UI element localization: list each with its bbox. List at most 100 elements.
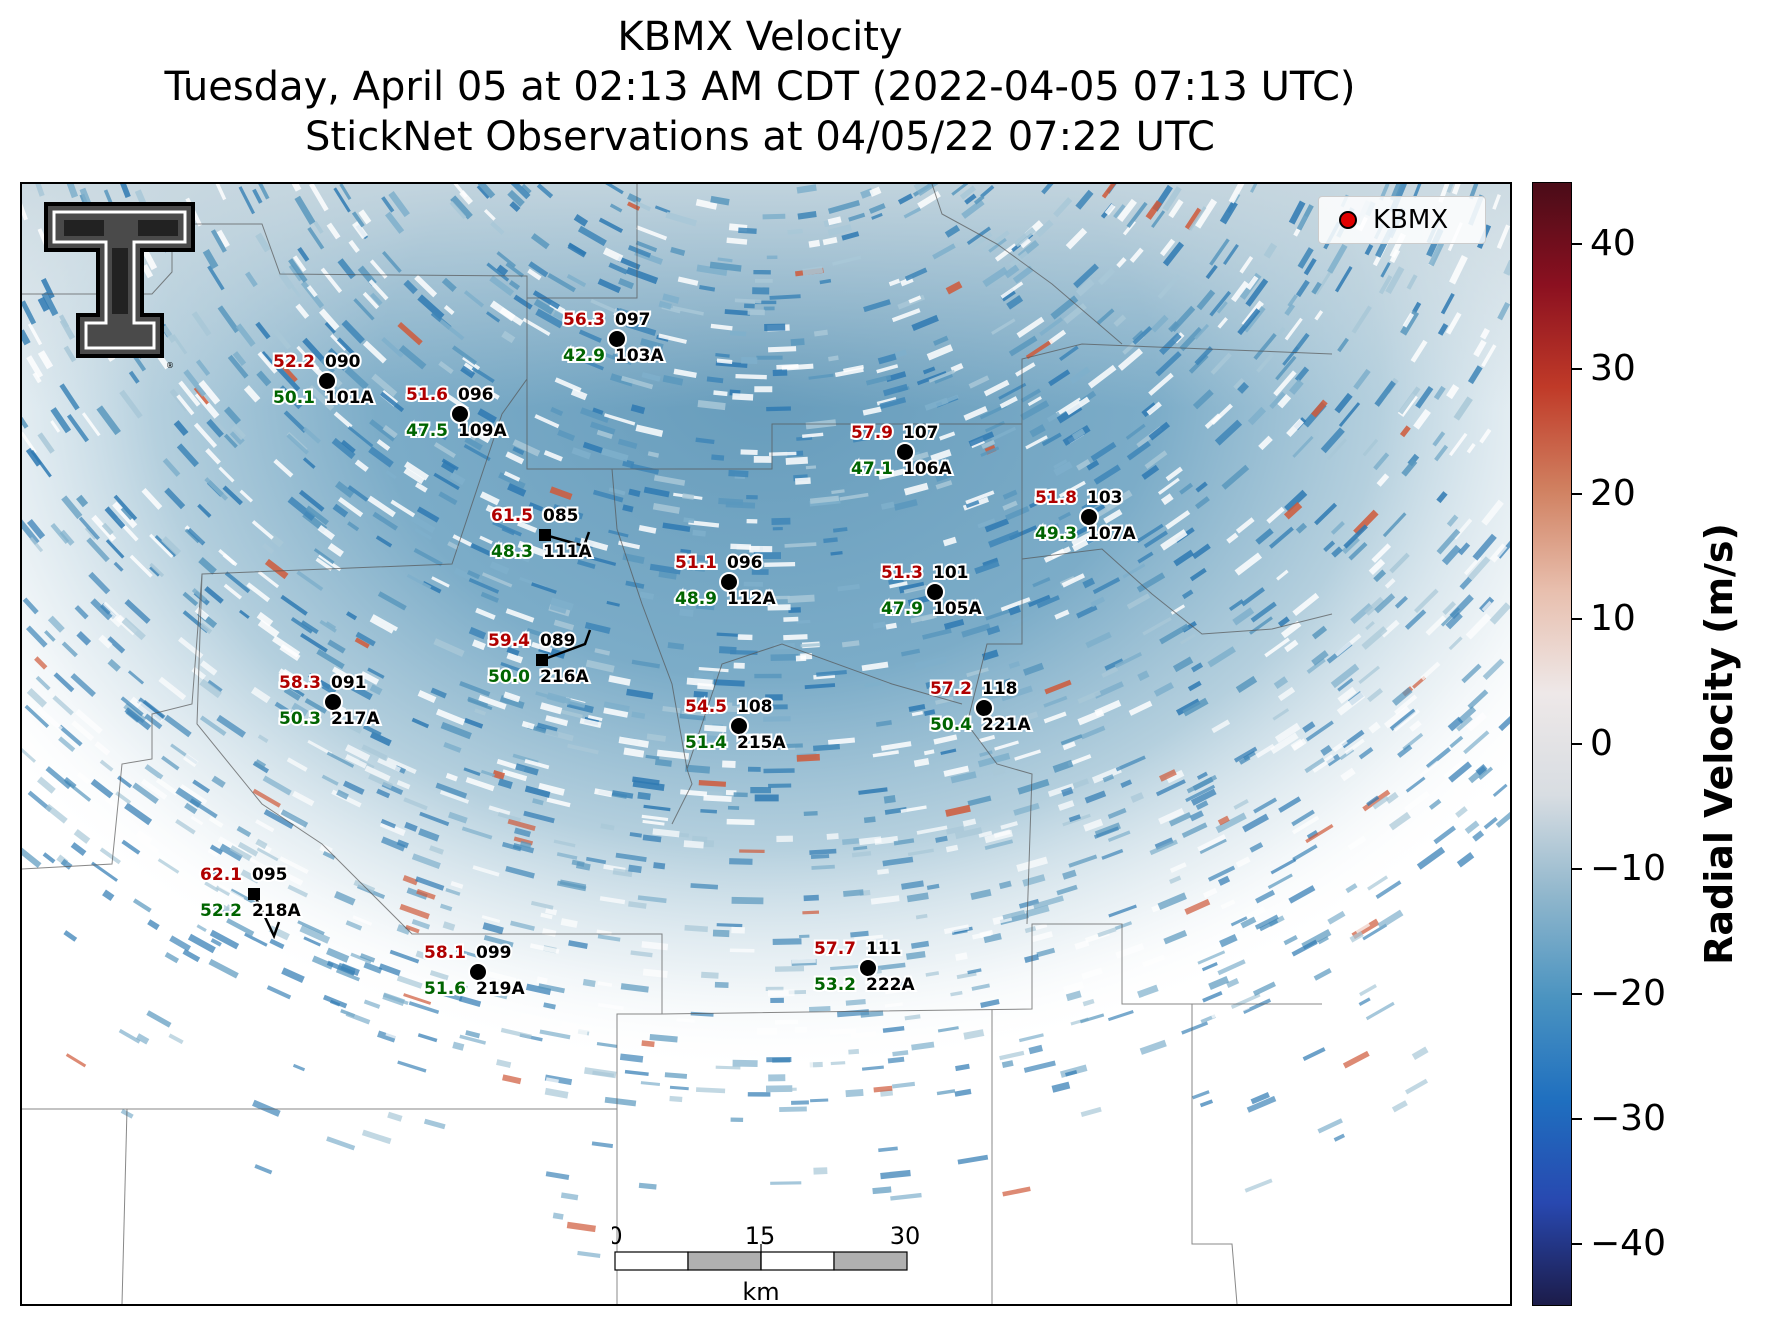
wind-barb-icon	[544, 531, 591, 548]
station-probe-label: 217A	[331, 709, 380, 729]
station-probe-label: 106A	[903, 459, 952, 479]
station-103A[interactable]: 56.3 097 42.9 103A	[561, 308, 666, 368]
station-circle-icon	[450, 404, 470, 424]
station-temp-label: 47.1	[851, 459, 893, 479]
station-probe-label: 216A	[540, 667, 589, 687]
colorbar-tick-label: −20	[1590, 972, 1666, 1014]
station-speed-label: 58.1	[424, 943, 466, 963]
station-speed-label: 57.7	[814, 939, 856, 959]
station-speed-label: 51.8	[1035, 488, 1077, 508]
colorbar-tick	[1572, 992, 1582, 995]
wind-barb-icon	[541, 629, 592, 662]
station-id-label: 107	[903, 423, 939, 443]
station-circle-icon	[729, 716, 749, 736]
station-216A[interactable]: 59.4 089 50.0 216A	[486, 629, 592, 689]
station-temp-label: 48.3	[491, 542, 533, 562]
station-circle-icon	[317, 371, 337, 391]
station-speed-label: 51.1	[675, 553, 717, 573]
map-subtitle-time: Tuesday, April 05 at 02:13 AM CDT (2022-…	[164, 64, 1356, 110]
colorbar-tick-label: 20	[1590, 473, 1636, 515]
station-speed-label: 59.4	[488, 631, 530, 651]
station-id-label: 118	[982, 679, 1018, 699]
station-id-label: 111	[866, 939, 902, 959]
scale-label-0: 0	[612, 1222, 623, 1250]
station-circle-icon	[1079, 507, 1099, 527]
station-112A[interactable]: 51.1 096 48.9 112A	[673, 551, 778, 611]
station-219A[interactable]: 58.1 099 51.6 219A	[422, 941, 527, 1001]
station-109A[interactable]: 51.6 096 47.5 109A	[404, 383, 509, 443]
station-id-label: 101	[933, 563, 969, 583]
station-temp-label: 50.0	[488, 667, 530, 687]
colorbar-label: Radial Velocity (m/s)	[1697, 523, 1741, 965]
radar-map[interactable]: 56.3 097 42.9 103A 52.2 090 50.1 101A 51.6 096 47.…	[20, 182, 1512, 1306]
station-temp-label: 51.6	[424, 979, 466, 999]
station-speed-label: 56.3	[563, 310, 605, 330]
station-id-label: 097	[615, 310, 651, 330]
station-probe-label: 101A	[325, 388, 374, 408]
station-circle-icon	[719, 572, 739, 592]
station-temp-label: 47.5	[406, 421, 448, 441]
station-id-label: 108	[737, 697, 773, 717]
station-speed-label: 61.5	[491, 506, 533, 526]
station-105A[interactable]: 51.3 101 47.9 105A	[879, 561, 984, 621]
stations-layer: 56.3 097 42.9 103A 52.2 090 50.1 101A 51.6 096 47.…	[198, 308, 1138, 1001]
station-id-label: 091	[331, 673, 367, 693]
station-215A[interactable]: 54.5 108 51.4 215A	[683, 695, 788, 755]
colorbar-tick	[1572, 1242, 1582, 1245]
colorbar-tick	[1572, 867, 1582, 870]
station-temp-label: 50.3	[279, 709, 321, 729]
station-probe-label: 222A	[866, 975, 915, 995]
station-temp-label: 42.9	[563, 346, 605, 366]
station-circle-icon	[895, 442, 915, 462]
station-temp-label: 53.2	[814, 975, 856, 995]
station-id-label: 096	[458, 385, 494, 405]
station-111A[interactable]: 61.5 085 48.3 111A	[489, 504, 594, 564]
wind-barb-icon	[252, 893, 281, 940]
station-temp-label: 50.1	[273, 388, 315, 408]
station-square-icon	[539, 529, 551, 541]
station-probe-label: 105A	[933, 599, 982, 619]
station-id-label: 099	[476, 943, 512, 963]
station-id-label: 095	[252, 865, 288, 885]
station-222A[interactable]: 57.7 111 53.2 222A	[812, 937, 917, 997]
texas-tech-logo: ®	[44, 202, 195, 370]
station-speed-label: 51.6	[406, 385, 448, 405]
station-107A[interactable]: 51.8 103 49.3 107A	[1033, 486, 1138, 546]
station-speed-label: 58.3	[279, 673, 321, 693]
station-square-icon	[536, 654, 548, 666]
station-temp-label: 51.4	[685, 733, 727, 753]
colorbar-tick-label: −10	[1590, 847, 1666, 889]
station-217A[interactable]: 58.3 091 50.3 217A	[277, 671, 382, 731]
station-probe-label: 109A	[458, 421, 507, 441]
station-speed-label: 62.1	[200, 865, 242, 885]
station-probe-label: 218A	[252, 901, 301, 921]
scale-label-30: 30	[890, 1222, 921, 1250]
station-id-label: 096	[727, 553, 763, 573]
colorbar-tick	[1572, 368, 1582, 371]
station-circle-icon	[974, 698, 994, 718]
station-101A[interactable]: 52.2 090 50.1 101A	[271, 350, 376, 410]
colorbar-tick-label: 40	[1590, 223, 1636, 265]
station-circle-icon	[925, 582, 945, 602]
radar-echo-top	[22, 184, 1510, 1304]
station-square-icon	[248, 888, 260, 900]
station-probe-label: 112A	[727, 589, 776, 609]
station-id-label: 090	[325, 352, 361, 372]
colorbar-tick	[1572, 618, 1582, 621]
station-temp-label: 52.2	[200, 901, 242, 921]
station-id-label: 085	[543, 506, 579, 526]
scale-unit: km	[742, 1278, 779, 1306]
station-106A[interactable]: 57.9 107 47.1 106A	[849, 421, 954, 481]
station-speed-label: 57.2	[930, 679, 972, 699]
station-circle-icon	[468, 962, 488, 982]
colorbar-tick	[1572, 493, 1582, 496]
station-circle-icon	[858, 958, 878, 978]
colorbar-tick	[1572, 243, 1582, 246]
station-id-label: 089	[540, 631, 576, 651]
station-218A[interactable]: 62.1 095 52.2 218A	[198, 863, 303, 940]
radar-streaks	[22, 184, 1510, 1269]
station-temp-label: 50.4	[930, 715, 972, 735]
station-221A[interactable]: 57.2 118 50.4 221A	[928, 677, 1033, 737]
scale-label-15: 15	[745, 1222, 776, 1250]
station-probe-label: 103A	[615, 346, 664, 366]
